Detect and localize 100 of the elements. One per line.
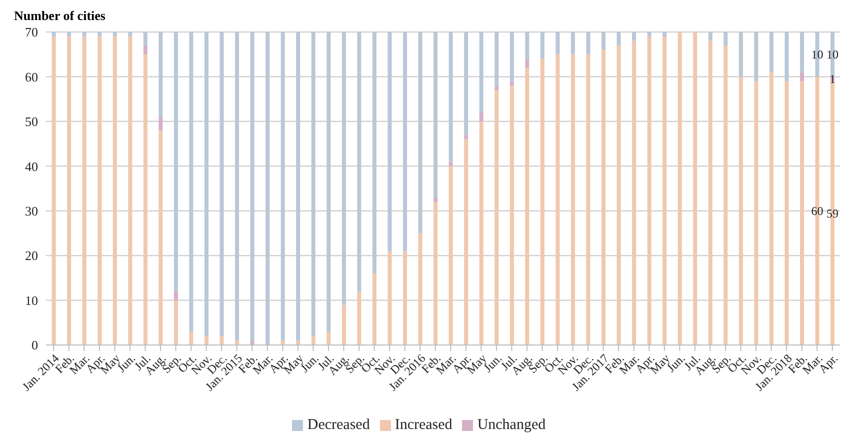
bar (128, 32, 132, 36)
y-tick-label: 0 (32, 338, 38, 353)
bar (784, 32, 789, 82)
bar (510, 86, 514, 345)
y-axis-title: Number of cities (14, 8, 106, 24)
bar (601, 32, 606, 50)
bar (418, 32, 422, 234)
bar (128, 36, 132, 345)
bar (357, 32, 362, 292)
bar (204, 336, 208, 345)
bar (570, 54, 575, 345)
bar (662, 32, 667, 36)
bar (372, 273, 376, 345)
bar (647, 36, 652, 345)
bar (464, 139, 468, 345)
bar (98, 36, 102, 345)
bar (112, 36, 117, 345)
data-label: 60 (811, 204, 824, 218)
data-label: 10 (811, 48, 824, 62)
bar (510, 81, 514, 86)
bar (220, 32, 224, 336)
bar (174, 300, 178, 345)
bar (601, 50, 606, 345)
bar (724, 45, 728, 345)
bar (586, 32, 590, 54)
bar (174, 32, 178, 292)
bar (448, 166, 453, 345)
bar (647, 32, 652, 36)
bar (326, 32, 331, 332)
bar (220, 336, 224, 345)
bar (525, 32, 530, 59)
bar (266, 32, 270, 345)
bar (632, 32, 636, 41)
bar (372, 32, 376, 274)
data-label: 1 (830, 72, 836, 86)
bar (479, 121, 484, 345)
bar (388, 32, 392, 252)
y-tick-label: 20 (25, 248, 38, 264)
bar (494, 86, 499, 90)
bar (311, 32, 316, 336)
bar (616, 45, 621, 345)
bar (662, 36, 667, 345)
bar (189, 332, 194, 345)
bar (311, 336, 316, 345)
bar (494, 90, 499, 345)
bar (510, 32, 514, 82)
bar (784, 81, 789, 345)
bar (357, 291, 362, 345)
y-tick-label: 60 (25, 69, 38, 84)
bar (52, 32, 56, 36)
bar (342, 32, 346, 305)
bar (82, 36, 86, 345)
bar (464, 32, 468, 135)
bar (418, 233, 422, 345)
bar (326, 332, 331, 345)
bar (52, 36, 56, 345)
bar (800, 81, 804, 345)
bar (738, 76, 743, 345)
bar (800, 72, 804, 82)
bar (280, 32, 285, 341)
bar (189, 32, 194, 332)
bar (708, 32, 712, 41)
bar (616, 32, 621, 46)
legend-label: Unchanged (477, 417, 546, 433)
bar (67, 36, 72, 345)
bar (342, 304, 346, 345)
bar (98, 32, 102, 36)
bar (556, 32, 560, 54)
bar (434, 32, 438, 198)
bar (525, 58, 530, 68)
legend-label: Decreased (307, 417, 370, 433)
bar (479, 112, 484, 122)
bar (402, 251, 407, 345)
bar (250, 32, 254, 341)
legend-label: Increased (394, 417, 452, 433)
bar (632, 40, 636, 345)
bar (678, 32, 682, 345)
y-tick-label: 10 (25, 292, 38, 308)
bar (112, 32, 117, 36)
bar (479, 32, 484, 112)
bar (525, 68, 530, 345)
bar (556, 54, 560, 345)
bar (754, 81, 758, 345)
bar (769, 72, 774, 345)
bar (143, 54, 148, 345)
bar (204, 32, 208, 336)
bar (464, 134, 468, 140)
bar (158, 116, 163, 130)
bar (769, 32, 774, 72)
bar (82, 32, 86, 36)
bar (540, 58, 544, 345)
bar (67, 32, 72, 36)
bar (754, 32, 758, 82)
bar (434, 202, 438, 345)
y-tick-label: 30 (25, 203, 38, 218)
bar (235, 32, 240, 341)
y-tick-label: 40 (25, 158, 38, 174)
bar (296, 32, 300, 341)
bar (143, 32, 148, 46)
bar (738, 32, 743, 77)
